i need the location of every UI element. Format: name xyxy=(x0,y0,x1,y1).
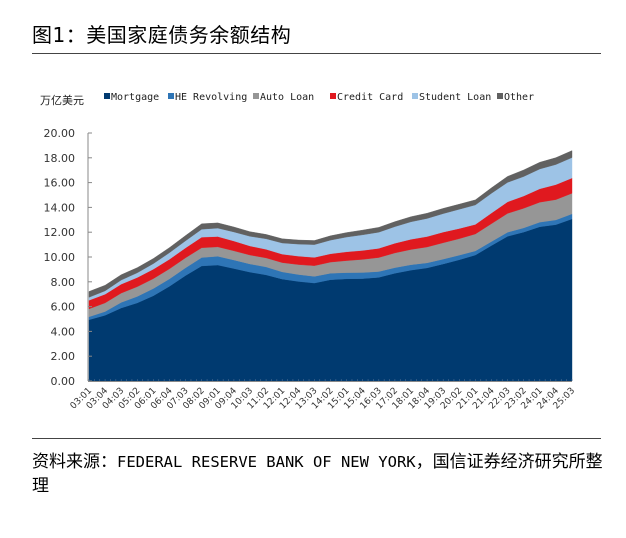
legend-label-auto-loan: Auto Loan xyxy=(260,92,314,103)
figure-title: 图1：美国家庭债务余额结构 xyxy=(32,23,292,47)
source-prefix: 资料来源： xyxy=(32,452,117,472)
legend-label-credit-card: Credit Card xyxy=(337,92,403,103)
y-tick-label: 10.00 xyxy=(44,251,76,264)
area-layers xyxy=(88,150,573,382)
legend-label-mortgage: Mortgage xyxy=(111,92,159,103)
y-axis-unit-label: 万亿美元 xyxy=(40,94,84,107)
area-other xyxy=(88,150,573,298)
legend: Mortgage HE Revolving Auto Loan Credit Card… xyxy=(104,92,534,103)
source-organization: FEDERAL RESERVE BANK OF NEW YORK xyxy=(117,453,416,471)
y-tick-label: 12.00 xyxy=(44,226,76,239)
stacked-area-chart: 万亿美元 Mortgage HE Revolving Auto Loan Credit… xyxy=(40,92,577,411)
x-axis: 03:0103:0404:0305:0206:0106:0407:0308:02… xyxy=(69,379,577,411)
y-tick-label: 20.00 xyxy=(44,127,76,140)
legend-swatch-other xyxy=(497,93,503,99)
legend-label-student-loan: Student Loan xyxy=(419,92,491,103)
y-tick-label: 18.00 xyxy=(44,152,76,165)
source-divider xyxy=(32,438,601,439)
title-divider xyxy=(32,53,601,54)
y-tick-label: 0.00 xyxy=(51,375,76,388)
y-axis: 0.00 2.00 4.00 6.00 8.00 10.00 12.00 14.00 16.00… xyxy=(44,127,92,388)
y-tick-label: 16.00 xyxy=(44,177,76,190)
legend-swatch-student-loan xyxy=(412,93,418,99)
y-tick-label: 14.00 xyxy=(44,201,76,214)
y-tick-label: 8.00 xyxy=(51,276,76,289)
y-tick-label: 2.00 xyxy=(51,350,76,363)
legend-swatch-he-revolving xyxy=(168,93,174,99)
legend-label-other: Other xyxy=(504,92,534,103)
source-note: 资料来源：FEDERAL RESERVE BANK OF NEW YORK，国信… xyxy=(32,450,604,498)
y-tick-label: 4.00 xyxy=(51,325,76,338)
legend-label-he-revolving: HE Revolving xyxy=(175,92,247,103)
source-suffix: ，国信证券经济研究所整理 xyxy=(32,452,603,496)
legend-swatch-mortgage xyxy=(104,93,110,99)
legend-swatch-auto-loan xyxy=(253,93,259,99)
y-tick-label: 6.00 xyxy=(51,301,76,314)
legend-swatch-credit-card xyxy=(330,93,336,99)
